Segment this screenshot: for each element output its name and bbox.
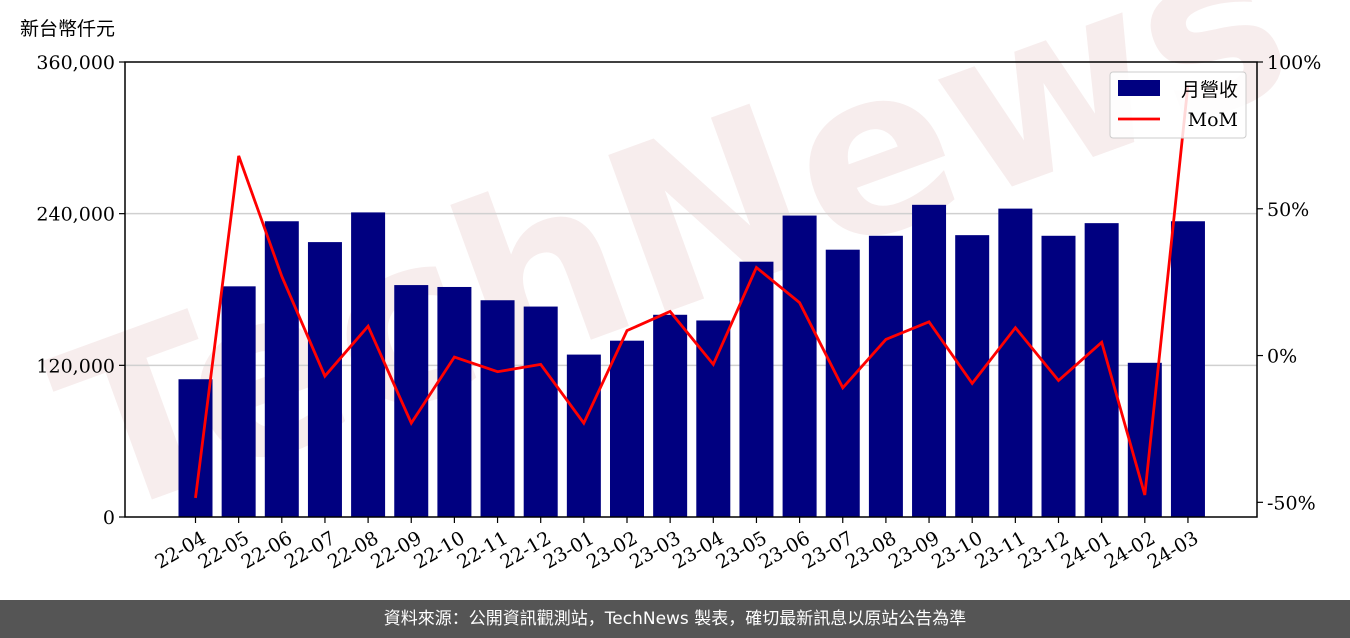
bar-22-10 xyxy=(437,286,472,517)
bar-23-01 xyxy=(566,354,601,517)
bar-22-07 xyxy=(307,242,342,517)
bar-22-11 xyxy=(480,300,515,517)
right-tick-label: 0% xyxy=(1267,346,1297,368)
bar-23-04 xyxy=(696,320,731,517)
unit-label: 新台幣仟元 xyxy=(20,18,116,40)
legend: 月營收 MoM xyxy=(1109,71,1247,139)
right-tick-label: -50% xyxy=(1267,492,1316,514)
legend-label-mom: MoM xyxy=(1188,109,1238,131)
bar-22-08 xyxy=(351,212,386,517)
bar-22-09 xyxy=(394,285,429,517)
bar-23-11 xyxy=(998,208,1033,517)
bar-23-09 xyxy=(912,204,947,517)
bar-22-06 xyxy=(264,221,299,517)
bar-22-12 xyxy=(523,306,558,517)
legend-label-revenue: 月營收 xyxy=(1181,79,1238,101)
bar-23-02 xyxy=(610,340,644,517)
bar-22-05 xyxy=(221,286,256,517)
mom-line xyxy=(194,85,1190,499)
bar-24-01 xyxy=(1084,223,1119,518)
bar-23-10 xyxy=(955,235,990,517)
bar-23-03 xyxy=(653,314,688,517)
mom-line-path xyxy=(194,85,1190,499)
left-tick-label: 360,000 xyxy=(36,52,115,74)
revenue-chart: TechNews 0120,000240,000360,000-50%0%50%… xyxy=(26,0,1321,573)
footer-source-note: 資料來源：公開資訊觀測站，TechNews 製表，確切最新訊息以原站公告為準 xyxy=(0,600,1350,638)
bar-23-12 xyxy=(1041,235,1076,517)
left-tick-label: 120,000 xyxy=(36,355,115,377)
bar-23-08 xyxy=(868,235,903,517)
plot-frame xyxy=(124,61,1258,518)
right-tick-label: 100% xyxy=(1267,52,1321,74)
x-tick-label: 24-03 xyxy=(1144,527,1202,573)
revenue-bars xyxy=(178,204,1205,518)
legend-swatch-revenue xyxy=(1118,80,1160,96)
bar-23-05 xyxy=(739,261,774,517)
bar-23-06 xyxy=(782,215,817,517)
left-tick-label: 240,000 xyxy=(36,204,115,226)
left-tick-label: 0 xyxy=(103,507,115,529)
bar-24-03 xyxy=(1170,221,1205,517)
right-tick-label: 50% xyxy=(1267,199,1309,221)
bar-23-07 xyxy=(825,249,860,517)
